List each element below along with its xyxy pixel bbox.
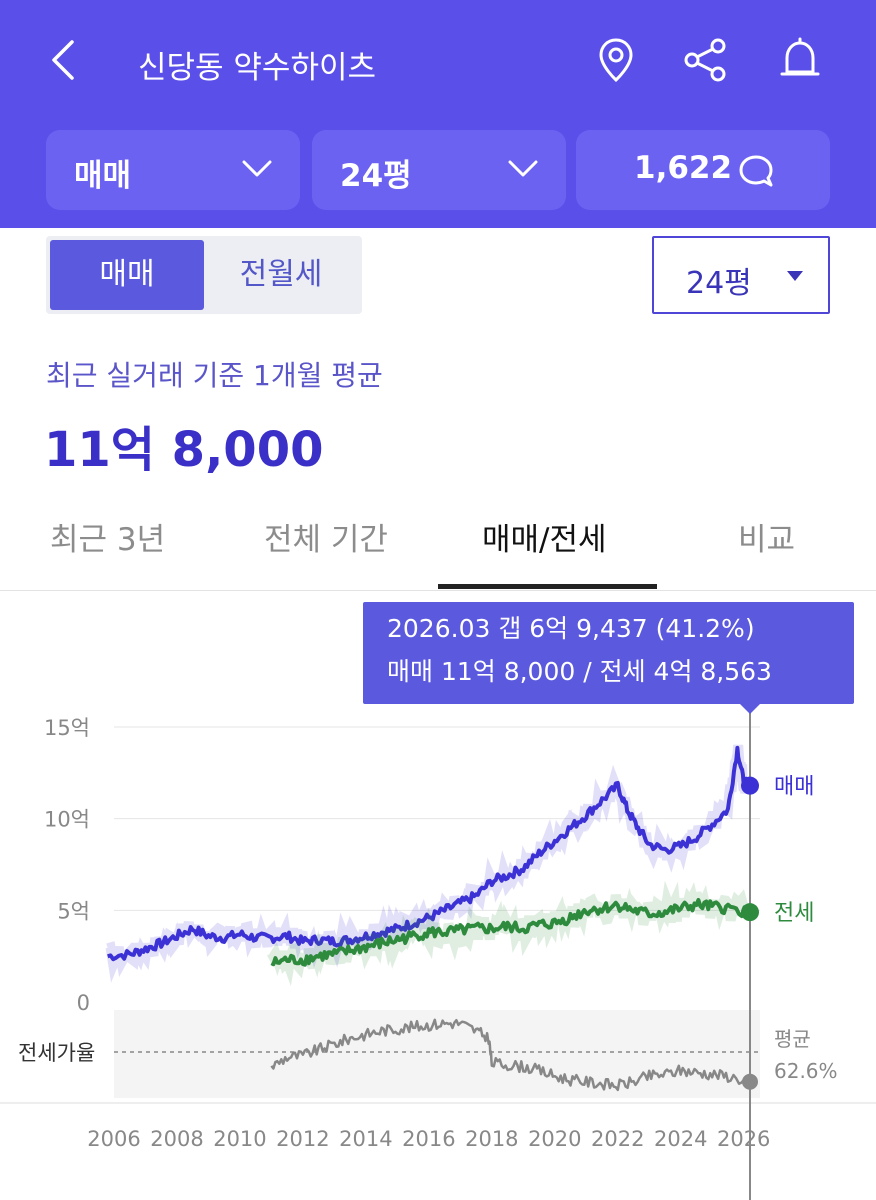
tooltip-line-2: 매매 11억 8,000 / 전세 4억 8,563	[387, 657, 772, 686]
tooltip-line-1: 2026.03 갭 6억 9,437 (41.2%)	[387, 614, 755, 643]
filter-chips: 매매 24평 1,622	[0, 130, 876, 210]
chevron-down-icon	[508, 160, 538, 177]
tooltip-box	[363, 602, 854, 704]
tab-recent-3y[interactable]: 최근 3년	[50, 522, 166, 558]
jeonse-price-line	[270, 898, 752, 967]
y-tick-label: 0	[77, 991, 90, 1015]
y-tick-label: 15억	[44, 716, 90, 740]
trade-type-dropdown[interactable]: 매매	[46, 130, 300, 210]
comments-count: 1,622	[634, 150, 733, 186]
sale-end-marker	[741, 776, 759, 795]
summary-price: 11억 8,000	[44, 422, 324, 478]
y-tick-label: 10억	[44, 808, 90, 832]
x-tick-label: 2014	[339, 1127, 392, 1151]
caret-down-icon	[787, 271, 803, 281]
area-label: 24평	[340, 158, 412, 194]
ratio-average-value: 62.6%	[774, 1059, 838, 1083]
ratio-average-label: 평균	[774, 1027, 811, 1051]
trade-type-label: 매매	[74, 158, 132, 194]
trade-segment-control: 매매 전월세	[46, 236, 362, 314]
tab-all-period[interactable]: 전체 기간	[264, 522, 388, 558]
ratio-axis-label: 전세가율	[18, 1041, 95, 1065]
jeonse-series-label: 전세	[774, 901, 814, 926]
area-select-value: 24평	[686, 266, 752, 301]
sale-price-line	[107, 745, 752, 962]
tooltip: 2026.03 갭 6억 9,437 (41.2%) 매매 11억 8,000 …	[363, 602, 854, 714]
app-header: 신당동 약수하이츠 매매 24평 1,622	[0, 0, 876, 228]
sale-series-label: 매매	[774, 775, 814, 800]
x-tick-label: 2022	[591, 1127, 644, 1151]
chat-bubble-icon	[739, 155, 773, 187]
ratio-band	[114, 1010, 760, 1098]
period-tabs: 최근 3년 전체 기간 매매/전세 비교	[0, 490, 876, 591]
area-dropdown[interactable]: 24평	[312, 130, 566, 210]
x-tick-label: 2020	[528, 1127, 581, 1151]
summary-label: 최근 실거래 기준 1개월 평균	[46, 359, 383, 392]
x-tick-label: 2024	[654, 1127, 707, 1151]
header-top-row: 신당동 약수하이츠	[0, 20, 876, 100]
bell-icon[interactable]	[776, 36, 824, 84]
x-tick-label: 2026	[717, 1127, 770, 1151]
share-icon[interactable]	[682, 36, 730, 84]
tab-sale-jeonse[interactable]: 매매/전세	[482, 522, 607, 558]
active-tab-indicator	[438, 584, 657, 589]
ratio-end-marker	[742, 1073, 758, 1090]
segment-sale[interactable]: 매매	[50, 240, 204, 310]
chevron-down-icon	[242, 160, 272, 177]
comments-button[interactable]: 1,622	[576, 130, 830, 210]
tab-compare[interactable]: 비교	[738, 522, 796, 558]
x-tick-label: 2008	[150, 1127, 203, 1151]
jeonse-end-marker	[741, 903, 759, 922]
price-chart[interactable]: 15억 10억 5억 0 2006 2008 2010 2012 2014 2016 2018 20…	[0, 590, 876, 1200]
x-tick-label: 2018	[465, 1127, 518, 1151]
x-tick-label: 2016	[402, 1127, 455, 1151]
location-pin-icon[interactable]	[592, 36, 640, 84]
area-select[interactable]: 24평	[652, 236, 830, 314]
jeonse-ratio-line	[270, 1018, 751, 1092]
segment-rent[interactable]: 전월세	[239, 257, 323, 292]
x-tick-label: 2010	[213, 1127, 266, 1151]
y-tick-label: 5억	[57, 899, 90, 923]
page-title: 신당동 약수하이츠	[138, 50, 377, 86]
x-tick-label: 2012	[276, 1127, 329, 1151]
x-tick-label: 2006	[87, 1127, 140, 1151]
back-arrow-icon[interactable]	[44, 38, 88, 82]
